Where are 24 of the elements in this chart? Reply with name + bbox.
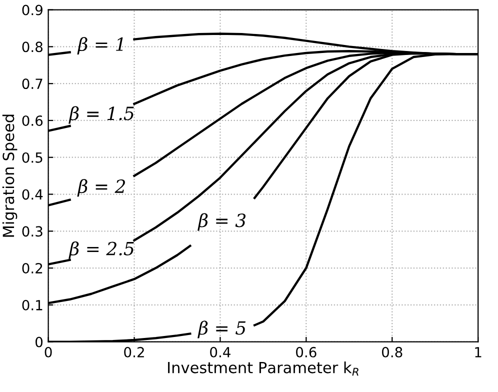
x-tick-label: 0.6 xyxy=(296,346,316,358)
y-axis-title: Migration Speed xyxy=(2,114,18,237)
y-tick-label: 0.9 xyxy=(22,4,42,16)
y-tick-label: 0.2 xyxy=(22,263,42,274)
y-tick-label: 0.3 xyxy=(22,226,42,237)
x-tick-label: 0 xyxy=(44,346,52,358)
x-tick-label: 0.8 xyxy=(382,346,402,358)
y-tick-label: 0.6 xyxy=(22,115,43,126)
y-tick-label: 0.4 xyxy=(22,189,43,200)
series-label: β = 3 xyxy=(198,213,246,231)
x-tick-label: 0.4 xyxy=(210,346,230,358)
series-label: β = 1 xyxy=(77,36,123,55)
series-label: β = 5 xyxy=(198,320,246,338)
x-tick-label: 1 xyxy=(475,347,482,358)
series-label: β = 2.5 xyxy=(68,241,134,259)
y-tick-label: 0.7 xyxy=(22,78,42,90)
y-tick-label: 0.1 xyxy=(22,300,42,310)
y-tick-label: 0.8 xyxy=(22,42,42,52)
x-axis-title: Investment Parameter k$_{R}$ xyxy=(168,362,358,376)
y-tick-label: 0.5 xyxy=(22,152,42,163)
series-label: β = 1.5 xyxy=(68,106,134,124)
x-tick-label: 0.2 xyxy=(124,346,144,358)
y-tick-label: 0 xyxy=(36,336,43,348)
series-label: β = 2 xyxy=(77,179,126,197)
